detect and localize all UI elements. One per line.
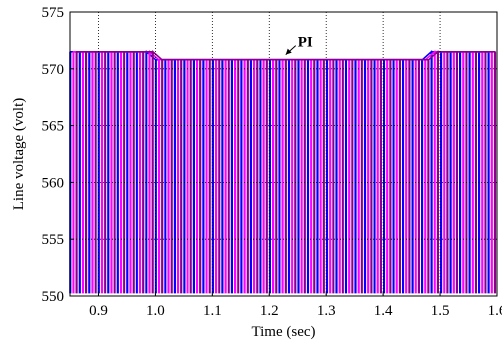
x-tick-label: 0.9	[89, 303, 108, 319]
y-tick-label: 565	[42, 119, 65, 135]
x-tick-label: 1.0	[146, 303, 165, 319]
y-tick-label: 560	[42, 175, 65, 191]
x-axis-ticks: 0.9 1.0 1.1 1.2 1.3 1.4 1.5 1.6	[89, 292, 502, 319]
y-tick-label: 575	[42, 5, 65, 21]
x-tick-label: 1.1	[203, 303, 222, 319]
plot-frame	[69, 11, 498, 297]
x-tick-label: 1.4	[374, 303, 393, 319]
y-axis-ticks: 550 555 560 565 570 575	[42, 5, 74, 305]
y-tick-label: 550	[42, 289, 65, 305]
pi-annotation-label: PI	[298, 35, 313, 51]
x-tick-label: 1.3	[317, 303, 336, 319]
series-3-line	[75, 50, 497, 294]
pi-annotation-arrowhead	[285, 48, 292, 55]
x-tick-label: 1.2	[260, 303, 279, 319]
x-tick-label: 1.6	[488, 303, 502, 319]
series-1-line	[69, 50, 490, 294]
x-axis-label: Time (sec)	[251, 324, 315, 340]
y-tick-label: 570	[42, 62, 65, 78]
series-2-line	[72, 50, 493, 294]
pi-annotation: PI	[285, 35, 313, 56]
y-axis-label: Line voltage (volt)	[11, 98, 27, 210]
y-tick-label: 555	[42, 232, 65, 248]
waveform-traces	[69, 50, 497, 294]
grid-lines	[70, 12, 497, 296]
x-tick-label: 1.5	[431, 303, 450, 319]
